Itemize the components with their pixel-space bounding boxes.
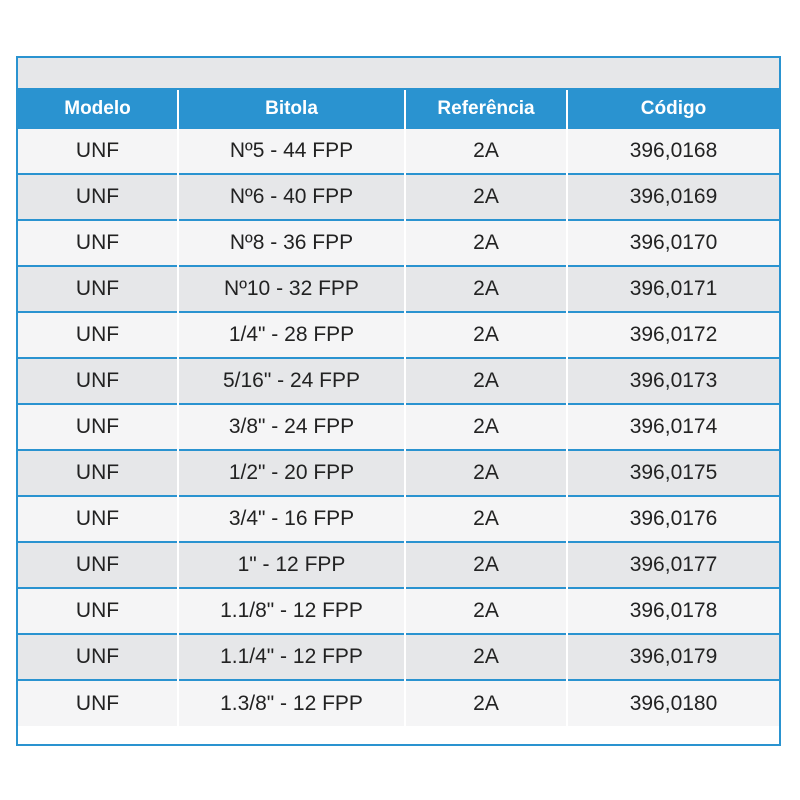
cell-referencia: 2A [404, 127, 567, 174]
cell-referencia: 2A [404, 633, 567, 680]
cell-bitola: 1/4" - 28 FPP [177, 311, 405, 358]
cell-codigo: 396,0173 [566, 357, 779, 404]
cell-bitola: 1" - 12 FPP [177, 541, 405, 588]
table-body: UNF Nº5 - 44 FPP 2A 396,0168 UNF Nº6 - 40 FPP… [18, 127, 779, 726]
table-top-bar [18, 58, 779, 90]
spec-table: Modelo Bitola Referência Código UNF Nº5 -… [18, 90, 779, 726]
cell-bitola: 1/2" - 20 FPP [177, 449, 405, 496]
cell-codigo: 396,0172 [566, 311, 779, 358]
cell-bitola: Nº6 - 40 FPP [177, 173, 405, 220]
header-referencia: Referência [404, 90, 567, 128]
cell-bitola: Nº8 - 36 FPP [177, 219, 405, 266]
table-row: UNF 1/4" - 28 FPP 2A 396,0172 [18, 311, 779, 358]
table-row: UNF 3/8" - 24 FPP 2A 396,0174 [18, 403, 779, 450]
cell-referencia: 2A [404, 265, 567, 312]
cell-codigo: 396,0170 [566, 219, 779, 266]
cell-codigo: 396,0174 [566, 403, 779, 450]
cell-referencia: 2A [404, 357, 567, 404]
cell-referencia: 2A [404, 403, 567, 450]
table-row: UNF 1/2" - 20 FPP 2A 396,0175 [18, 449, 779, 496]
cell-codigo: 396,0169 [566, 173, 779, 220]
cell-referencia: 2A [404, 173, 567, 220]
cell-referencia: 2A [404, 679, 567, 726]
cell-bitola: 1.1/4" - 12 FPP [177, 633, 405, 680]
header-row: Modelo Bitola Referência Código [18, 90, 779, 128]
cell-modelo: UNF [18, 541, 178, 588]
table-header: Modelo Bitola Referência Código [18, 90, 779, 128]
cell-bitola: 5/16" - 24 FPP [177, 357, 405, 404]
cell-bitola: 3/8" - 24 FPP [177, 403, 405, 450]
cell-codigo: 396,0171 [566, 265, 779, 312]
cell-bitola: Nº10 - 32 FPP [177, 265, 405, 312]
table-row: UNF Nº10 - 32 FPP 2A 396,0171 [18, 265, 779, 312]
cell-modelo: UNF [18, 173, 178, 220]
cell-bitola: 1.1/8" - 12 FPP [177, 587, 405, 634]
cell-modelo: UNF [18, 679, 178, 726]
cell-referencia: 2A [404, 495, 567, 542]
table-row: UNF 1.3/8" - 12 FPP 2A 396,0180 [18, 679, 779, 726]
cell-modelo: UNF [18, 311, 178, 358]
cell-modelo: UNF [18, 495, 178, 542]
cell-referencia: 2A [404, 219, 567, 266]
cell-bitola: 3/4" - 16 FPP [177, 495, 405, 542]
table-row: UNF Nº6 - 40 FPP 2A 396,0169 [18, 173, 779, 220]
header-bitola: Bitola [177, 90, 405, 128]
cell-modelo: UNF [18, 127, 178, 174]
table-row: UNF 1.1/8" - 12 FPP 2A 396,0178 [18, 587, 779, 634]
table-row: UNF 1.1/4" - 12 FPP 2A 396,0179 [18, 633, 779, 680]
table-row: UNF 5/16" - 24 FPP 2A 396,0173 [18, 357, 779, 404]
header-modelo: Modelo [18, 90, 178, 128]
cell-codigo: 396,0168 [566, 127, 779, 174]
header-codigo: Código [566, 90, 779, 128]
cell-referencia: 2A [404, 311, 567, 358]
cell-modelo: UNF [18, 449, 178, 496]
cell-codigo: 396,0180 [566, 679, 779, 726]
cell-codigo: 396,0176 [566, 495, 779, 542]
cell-codigo: 396,0177 [566, 541, 779, 588]
cell-modelo: UNF [18, 265, 178, 312]
cell-referencia: 2A [404, 449, 567, 496]
spec-table-frame: Modelo Bitola Referência Código UNF Nº5 -… [16, 56, 781, 746]
cell-bitola: Nº5 - 44 FPP [177, 127, 405, 174]
cell-referencia: 2A [404, 587, 567, 634]
table-row: UNF 1" - 12 FPP 2A 396,0177 [18, 541, 779, 588]
cell-codigo: 396,0175 [566, 449, 779, 496]
table-row: UNF 3/4" - 16 FPP 2A 396,0176 [18, 495, 779, 542]
cell-modelo: UNF [18, 357, 178, 404]
table-row: UNF Nº5 - 44 FPP 2A 396,0168 [18, 127, 779, 174]
cell-modelo: UNF [18, 633, 178, 680]
table-row: UNF Nº8 - 36 FPP 2A 396,0170 [18, 219, 779, 266]
cell-codigo: 396,0179 [566, 633, 779, 680]
cell-bitola: 1.3/8" - 12 FPP [177, 679, 405, 726]
cell-modelo: UNF [18, 403, 178, 450]
cell-modelo: UNF [18, 219, 178, 266]
cell-referencia: 2A [404, 541, 567, 588]
cell-modelo: UNF [18, 587, 178, 634]
cell-codigo: 396,0178 [566, 587, 779, 634]
